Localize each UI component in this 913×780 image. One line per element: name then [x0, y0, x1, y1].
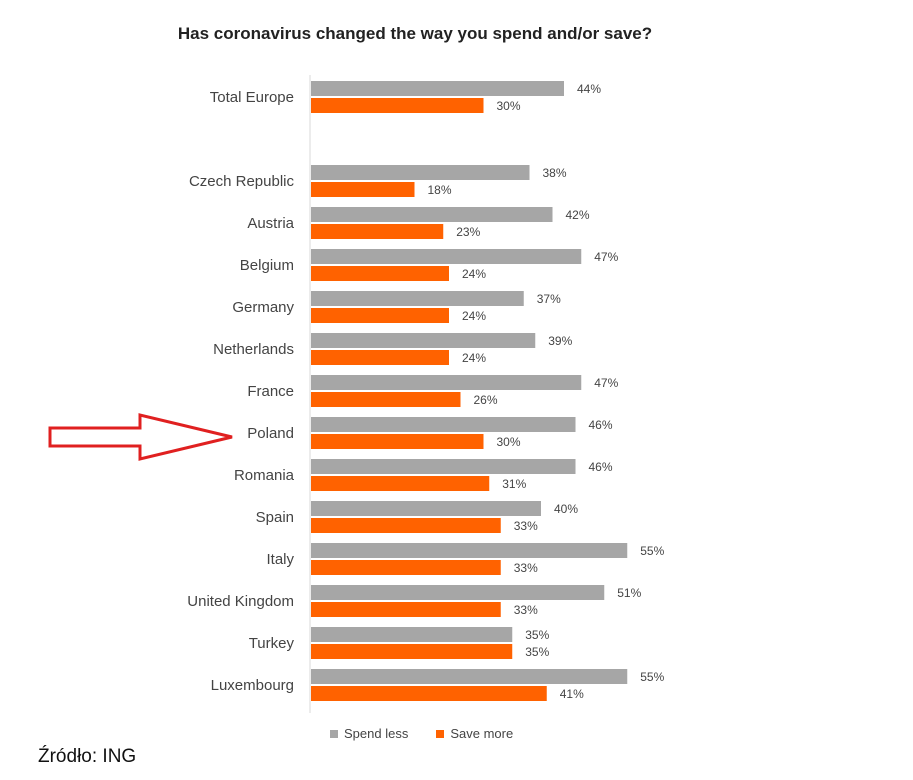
bar-spend-less-romania	[311, 459, 576, 474]
bar-save-more-austria	[311, 224, 444, 239]
data-label-spend-less-luxembourg: 55%	[640, 670, 664, 684]
bar-save-more-germany	[311, 308, 449, 323]
category-label-czech-republic: Czech Republic	[189, 173, 295, 190]
data-label-spend-less-italy: 55%	[640, 544, 664, 558]
category-label-united-kingdom: United Kingdom	[187, 593, 294, 610]
legend-item-spend-less: Spend less	[330, 726, 408, 741]
bar-spend-less-belgium	[311, 249, 582, 264]
data-label-save-more-netherlands: 24%	[462, 351, 486, 365]
data-label-save-more-belgium: 24%	[462, 267, 486, 281]
bar-save-more-czech-republic	[311, 182, 415, 197]
data-label-spend-less-turkey: 35%	[525, 628, 549, 642]
data-label-spend-less-spain: 40%	[554, 502, 578, 516]
source-note: Źródło: ING	[38, 746, 137, 767]
bar-spend-less-france	[311, 375, 582, 390]
data-label-save-more-luxembourg: 41%	[560, 687, 584, 701]
bar-spend-less-luxembourg	[311, 669, 628, 684]
data-label-save-more-spain: 33%	[514, 519, 538, 533]
bar-save-more-poland	[311, 434, 484, 449]
bar-save-more-netherlands	[311, 350, 449, 365]
data-label-spend-less-france: 47%	[594, 376, 618, 390]
data-label-save-more-turkey: 35%	[525, 645, 549, 659]
bar-spend-less-total-europe	[311, 81, 564, 96]
bar-save-more-belgium	[311, 266, 449, 281]
data-label-save-more-germany: 24%	[462, 309, 486, 323]
chart-title: Has coronavirus changed the way you spen…	[177, 24, 653, 43]
data-label-spend-less-total-europe: 44%	[577, 82, 601, 96]
bar-spend-less-czech-republic	[311, 165, 530, 180]
data-label-spend-less-netherlands: 39%	[548, 334, 572, 348]
category-label-netherlands: Netherlands	[213, 341, 294, 358]
category-label-germany: Germany	[232, 299, 294, 316]
legend-swatch-spend-less	[330, 729, 338, 738]
data-label-spend-less-belgium: 47%	[594, 250, 618, 264]
data-label-spend-less-united-kingdom: 51%	[617, 586, 641, 600]
data-label-spend-less-romania: 46%	[589, 460, 613, 474]
data-label-save-more-united-kingdom: 33%	[514, 603, 538, 617]
category-label-total-europe: Total Europe	[210, 89, 294, 106]
bar-save-more-romania	[311, 476, 490, 491]
bar-spend-less-italy	[311, 543, 628, 558]
data-label-spend-less-austria: 42%	[566, 208, 590, 222]
bar-spend-less-turkey	[311, 627, 513, 642]
data-label-save-more-poland: 30%	[497, 435, 521, 449]
bar-spend-less-united-kingdom	[311, 585, 605, 600]
bar-save-more-france	[311, 392, 461, 407]
data-label-save-more-czech-republic: 18%	[428, 183, 452, 197]
category-label-luxembourg: Luxembourg	[211, 677, 294, 694]
bar-save-more-italy	[311, 560, 501, 575]
category-label-spain: Spain	[256, 509, 294, 526]
bar-spend-less-germany	[311, 291, 524, 306]
data-label-save-more-italy: 33%	[514, 561, 538, 575]
bar-save-more-total-europe	[311, 98, 484, 113]
bar-spend-less-spain	[311, 501, 541, 516]
highlight-arrow-poland	[48, 413, 233, 461]
bar-spend-less-austria	[311, 207, 553, 222]
data-label-spend-less-poland: 46%	[589, 418, 613, 432]
bar-spend-less-poland	[311, 417, 576, 432]
chart-legend: Spend less Save more	[330, 726, 513, 741]
category-label-austria: Austria	[247, 215, 294, 232]
legend-item-save-more: Save more	[436, 726, 513, 741]
data-label-save-more-austria: 23%	[456, 225, 480, 239]
legend-label-spend-less: Spend less	[344, 726, 409, 741]
data-label-spend-less-germany: 37%	[537, 292, 561, 306]
category-label-france: France	[247, 383, 294, 400]
category-label-italy: Italy	[266, 551, 294, 568]
category-label-belgium: Belgium	[240, 257, 294, 274]
bar-spend-less-netherlands	[311, 333, 536, 348]
data-label-save-more-romania: 31%	[502, 477, 526, 491]
category-label-turkey: Turkey	[249, 635, 295, 652]
data-label-save-more-total-europe: 30%	[497, 99, 521, 113]
legend-swatch-save-more	[436, 729, 445, 738]
category-label-poland: Poland	[247, 425, 294, 442]
bar-save-more-spain	[311, 518, 501, 533]
bar-save-more-luxembourg	[311, 686, 547, 701]
bar-save-more-turkey	[311, 644, 513, 659]
data-label-save-more-france: 26%	[474, 393, 498, 407]
legend-label-save-more: Save more	[450, 726, 514, 741]
data-label-spend-less-czech-republic: 38%	[543, 166, 567, 180]
bar-save-more-united-kingdom	[311, 602, 501, 617]
category-label-romania: Romania	[234, 467, 295, 484]
